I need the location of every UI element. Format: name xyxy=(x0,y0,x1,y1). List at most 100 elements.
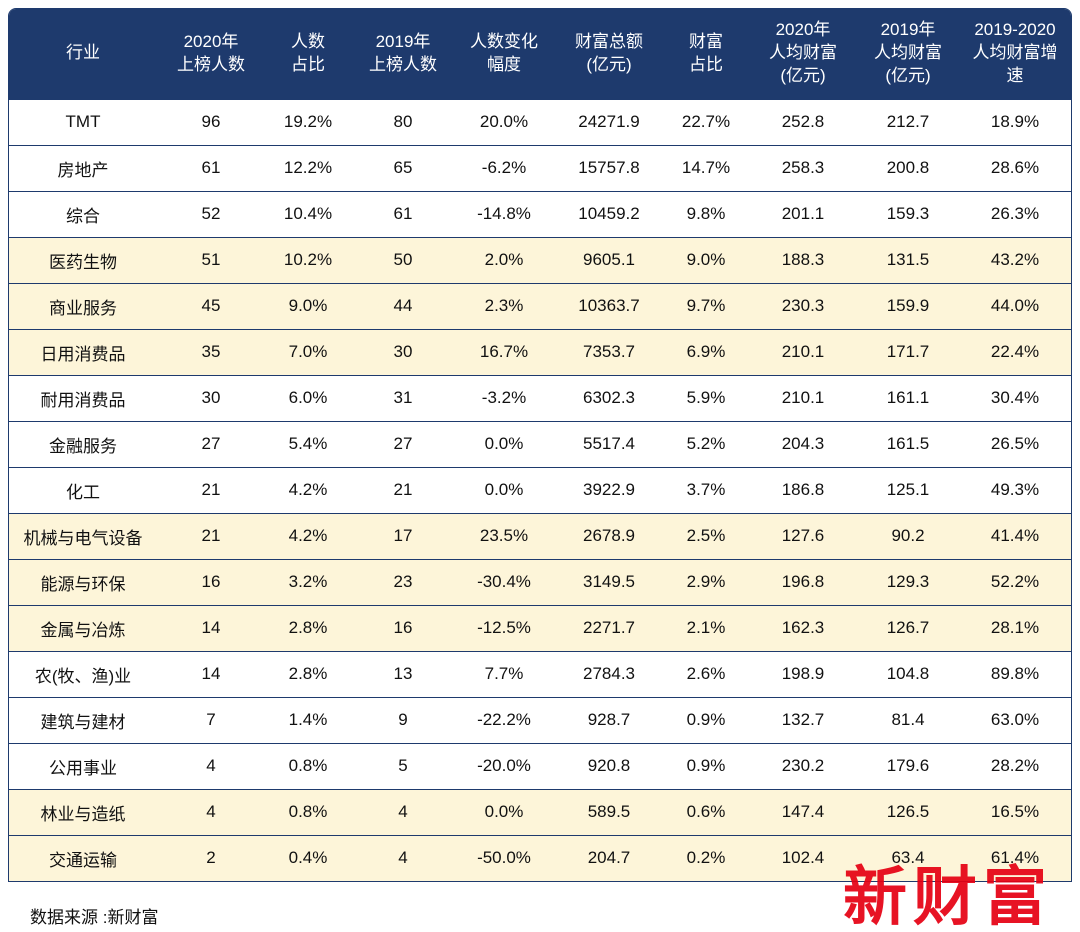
value-cell: 21 xyxy=(157,512,265,559)
column-header: 行业 xyxy=(9,9,157,99)
value-cell: 3149.5 xyxy=(553,558,665,605)
table-row: 林业与造纸 4 0.8% 4 0.0% 589.5 0.6% 147.4 126.5 16.5% xyxy=(9,788,1071,835)
table-row: 公用事业 4 0.8% 5 -20.0% 920.8 0.9% 230.2 179.6 28.2% xyxy=(9,742,1071,789)
value-cell: 126.5 xyxy=(859,788,957,835)
industry-cell: 公用事业 xyxy=(9,742,157,789)
value-cell: 20.0% xyxy=(455,98,553,145)
value-cell: 7.0% xyxy=(265,328,351,375)
value-cell: 179.6 xyxy=(859,742,957,789)
value-cell: 3.7% xyxy=(665,466,747,513)
value-cell: -6.2% xyxy=(455,144,553,191)
value-cell: 52 xyxy=(157,190,265,237)
value-cell: 0.0% xyxy=(455,466,553,513)
value-cell: 7 xyxy=(157,696,265,743)
value-cell: 212.7 xyxy=(859,98,957,145)
column-header: 人数 占比 xyxy=(265,9,351,99)
table-row: 日用消费品 35 7.0% 30 16.7% 7353.7 6.9% 210.1 171.7 22… xyxy=(9,328,1071,375)
value-cell: 928.7 xyxy=(553,696,665,743)
value-cell: 90.2 xyxy=(859,512,957,559)
value-cell: -3.2% xyxy=(455,374,553,421)
value-cell: 19.2% xyxy=(265,98,351,145)
column-header: 2019年 上榜人数 xyxy=(351,9,455,99)
value-cell: 5.4% xyxy=(265,420,351,467)
value-cell: 22.4% xyxy=(957,328,1071,375)
value-cell: 0.9% xyxy=(665,742,747,789)
value-cell: 4 xyxy=(157,742,265,789)
value-cell: 21 xyxy=(157,466,265,513)
value-cell: 4 xyxy=(157,788,265,835)
value-cell: 14 xyxy=(157,604,265,651)
value-cell: 9.0% xyxy=(265,282,351,329)
value-cell: 26.3% xyxy=(957,190,1071,237)
industry-cell: 能源与环保 xyxy=(9,558,157,605)
industry-wealth-table: 行业 2020年 上榜人数 人数 占比 2019年 上榜人数 人数变化 幅度 财富总额 (亿元) 财富… xyxy=(8,8,1072,882)
industry-cell: 林业与造纸 xyxy=(9,788,157,835)
value-cell: 920.8 xyxy=(553,742,665,789)
value-cell: 13 xyxy=(351,650,455,697)
column-header: 2020年 人均财富 (亿元) xyxy=(747,9,859,99)
value-cell: 2271.7 xyxy=(553,604,665,651)
value-cell: 61 xyxy=(351,190,455,237)
industry-cell: 交通运输 xyxy=(9,834,157,881)
value-cell: 2.1% xyxy=(665,604,747,651)
value-cell: 210.1 xyxy=(747,374,859,421)
value-cell: 126.7 xyxy=(859,604,957,651)
value-cell: 9 xyxy=(351,696,455,743)
table-row: TMT 96 19.2% 80 20.0% 24271.9 22.7% 252.8 212.7 1… xyxy=(9,98,1071,145)
value-cell: 162.3 xyxy=(747,604,859,651)
table-row: 金属与冶炼 14 2.8% 16 -12.5% 2271.7 2.1% 162.3 126.7 2… xyxy=(9,604,1071,651)
value-cell: 15757.8 xyxy=(553,144,665,191)
value-cell: 9.8% xyxy=(665,190,747,237)
value-cell: 51 xyxy=(157,236,265,283)
value-cell: 28.1% xyxy=(957,604,1071,651)
value-cell: 102.4 xyxy=(747,834,859,881)
value-cell: 230.3 xyxy=(747,282,859,329)
table-header-row: 行业 2020年 上榜人数 人数 占比 2019年 上榜人数 人数变化 幅度 财富总额 (亿元) 财富… xyxy=(9,9,1071,99)
industry-cell: 金融服务 xyxy=(9,420,157,467)
value-cell: 30.4% xyxy=(957,374,1071,421)
value-cell: 81.4 xyxy=(859,696,957,743)
value-cell: 4 xyxy=(351,788,455,835)
industry-cell: 综合 xyxy=(9,190,157,237)
value-cell: 10.2% xyxy=(265,236,351,283)
table-row: 医药生物 51 10.2% 50 2.0% 9605.1 9.0% 188.3 131.5 43.… xyxy=(9,236,1071,283)
value-cell: 4.2% xyxy=(265,466,351,513)
value-cell: 14.7% xyxy=(665,144,747,191)
value-cell: 5517.4 xyxy=(553,420,665,467)
value-cell: 80 xyxy=(351,98,455,145)
value-cell: 0.8% xyxy=(265,788,351,835)
value-cell: 2.8% xyxy=(265,650,351,697)
value-cell: 589.5 xyxy=(553,788,665,835)
value-cell: 171.7 xyxy=(859,328,957,375)
value-cell: 210.1 xyxy=(747,328,859,375)
value-cell: 2.3% xyxy=(455,282,553,329)
value-cell: 6.0% xyxy=(265,374,351,421)
value-cell: 30 xyxy=(351,328,455,375)
value-cell: 26.5% xyxy=(957,420,1071,467)
value-cell: 5 xyxy=(351,742,455,789)
table-head: 行业 2020年 上榜人数 人数 占比 2019年 上榜人数 人数变化 幅度 财富总额 (亿元) 财富… xyxy=(9,9,1071,99)
table-row: 房地产 61 12.2% 65 -6.2% 15757.8 14.7% 258.3 200.8 2… xyxy=(9,144,1071,191)
value-cell: 3.2% xyxy=(265,558,351,605)
data-source-note: 数据来源 :新财富 xyxy=(30,908,159,927)
value-cell: 9.0% xyxy=(665,236,747,283)
value-cell: 50 xyxy=(351,236,455,283)
table-row: 金融服务 27 5.4% 27 0.0% 5517.4 5.2% 204.3 161.5 26.5… xyxy=(9,420,1071,467)
industry-cell: 农(牧、渔)业 xyxy=(9,650,157,697)
value-cell: -20.0% xyxy=(455,742,553,789)
value-cell: 0.9% xyxy=(665,696,747,743)
value-cell: -12.5% xyxy=(455,604,553,651)
industry-cell: 商业服务 xyxy=(9,282,157,329)
value-cell: 96 xyxy=(157,98,265,145)
value-cell: 2.5% xyxy=(665,512,747,559)
value-cell: 63.0% xyxy=(957,696,1071,743)
value-cell: 132.7 xyxy=(747,696,859,743)
value-cell: 2.8% xyxy=(265,604,351,651)
value-cell: 61.4% xyxy=(957,834,1071,881)
value-cell: 0.4% xyxy=(265,834,351,881)
column-header: 财富 占比 xyxy=(665,9,747,99)
value-cell: 198.9 xyxy=(747,650,859,697)
value-cell: 258.3 xyxy=(747,144,859,191)
value-cell: 24271.9 xyxy=(553,98,665,145)
